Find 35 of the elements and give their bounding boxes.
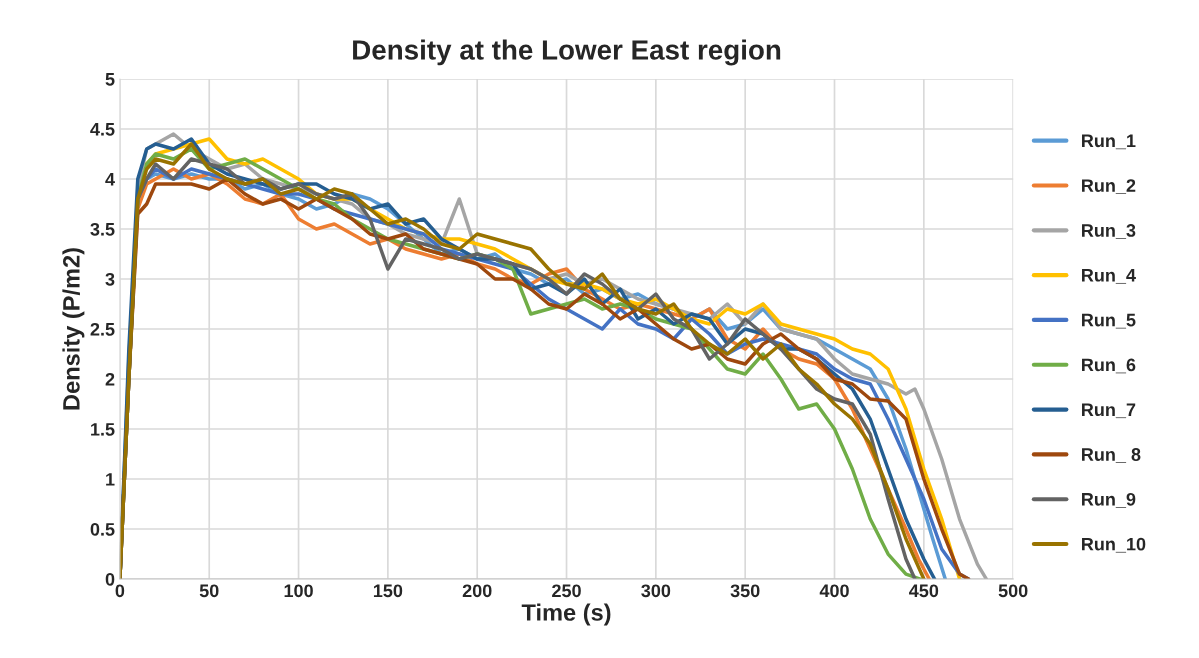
x-tick-label: 450 bbox=[909, 584, 939, 598]
y-tick-label: 0 bbox=[105, 572, 115, 586]
x-tick-label: 200 bbox=[462, 584, 492, 598]
x-tick-label: 300 bbox=[641, 584, 671, 598]
legend-label: Run_5 bbox=[1082, 313, 1136, 329]
x-tick-label: 100 bbox=[284, 584, 313, 598]
y-tick-label: 4 bbox=[105, 173, 115, 186]
y-tick-label: 2 bbox=[105, 372, 115, 386]
x-tick-label: 350 bbox=[730, 584, 760, 598]
x-tick-label: 0 bbox=[115, 584, 125, 598]
legend-label: Run_9 bbox=[1082, 492, 1136, 508]
y-tick-label: 1.5 bbox=[91, 423, 115, 436]
legend-label: Run_10 bbox=[1082, 537, 1146, 553]
x-tick-label: 150 bbox=[373, 584, 403, 598]
x-tick-label: 500 bbox=[998, 584, 1028, 598]
y-tick-label: 1 bbox=[106, 473, 115, 486]
x-tick-label: 50 bbox=[199, 584, 219, 598]
legend-label: Run_4 bbox=[1082, 269, 1136, 284]
y-tick-label: 5 bbox=[105, 73, 115, 86]
y-tick-label: 0.5 bbox=[90, 522, 115, 536]
legend-label: Run_7 bbox=[1082, 403, 1136, 419]
y-tick-label: 4.5 bbox=[90, 123, 115, 136]
chart-title: Density at the Lower East region bbox=[353, 39, 781, 66]
y-tick-label: 3.5 bbox=[90, 222, 115, 236]
x-tick-label: 250 bbox=[552, 584, 581, 598]
legend-label: Run_3 bbox=[1082, 224, 1136, 239]
legend-label: Run_ 8 bbox=[1082, 448, 1141, 463]
y-tick-label: 3 bbox=[105, 272, 115, 286]
x-tick-label: 400 bbox=[819, 584, 849, 598]
x-axis-title: Time (s) bbox=[521, 603, 611, 626]
legend-label: Run_1 bbox=[1082, 134, 1136, 150]
legend-label: Run_6 bbox=[1082, 358, 1136, 374]
legend-label: Run_2 bbox=[1082, 179, 1136, 195]
y-axis-title: Density (P/m2) bbox=[62, 248, 85, 410]
y-tick-label: 2.5 bbox=[90, 322, 115, 336]
